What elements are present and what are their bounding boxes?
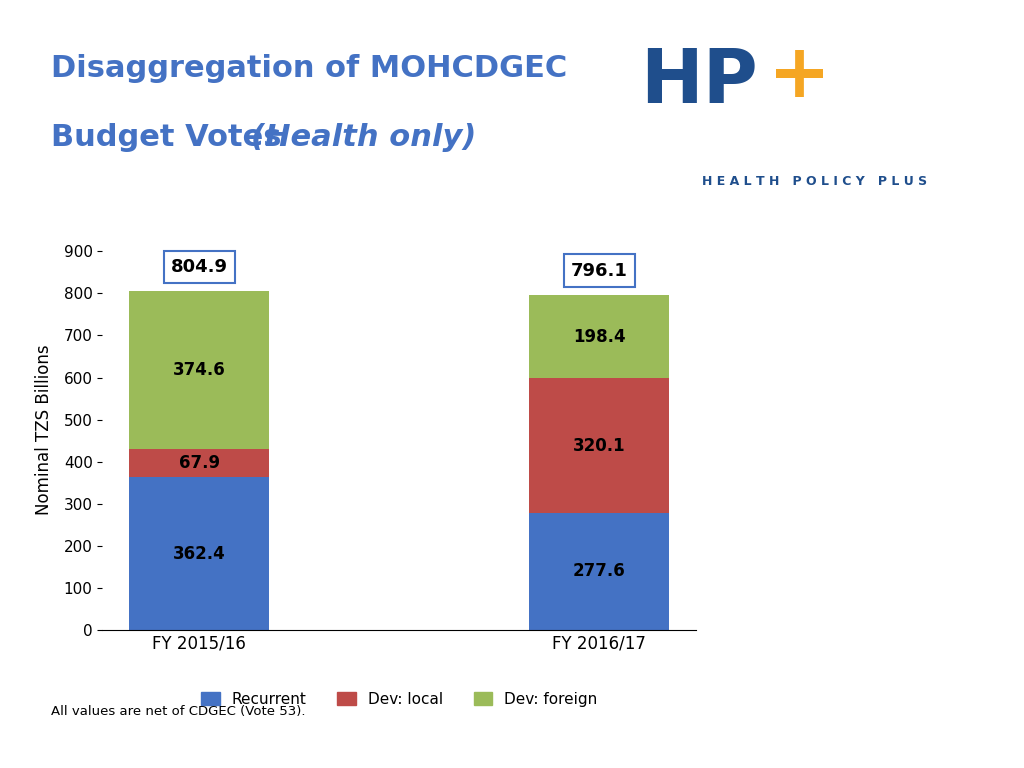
Text: 796.1: 796.1: [571, 262, 628, 280]
Text: 198.4: 198.4: [573, 328, 626, 346]
Text: 804.9: 804.9: [171, 258, 228, 276]
Bar: [129, 449, 269, 478]
Y-axis label: Nominal TZS Billions: Nominal TZS Billions: [35, 345, 52, 515]
Bar: [529, 295, 670, 379]
Text: (Health only): (Health only): [251, 123, 476, 152]
Bar: [529, 513, 670, 630]
Legend: Recurrent, Dev: local, Dev: foreign: Recurrent, Dev: local, Dev: foreign: [196, 686, 603, 713]
Text: +: +: [768, 40, 831, 114]
Text: H E A L T H   P O L I C Y   P L U S: H E A L T H P O L I C Y P L U S: [701, 175, 927, 188]
Text: 277.6: 277.6: [573, 562, 626, 581]
Text: All values are net of CDGEC (Vote 53).: All values are net of CDGEC (Vote 53).: [51, 705, 306, 718]
Text: 320.1: 320.1: [573, 437, 626, 455]
Text: 362.4: 362.4: [173, 545, 225, 563]
Text: HP: HP: [641, 46, 758, 119]
Bar: [529, 379, 670, 513]
Text: Disaggregation of MOHCDGEC: Disaggregation of MOHCDGEC: [51, 54, 567, 83]
Text: 67.9: 67.9: [179, 454, 220, 472]
Text: 374.6: 374.6: [173, 361, 225, 379]
Bar: [129, 478, 269, 630]
Bar: [129, 291, 269, 449]
Text: Budget Votes: Budget Votes: [51, 123, 292, 152]
